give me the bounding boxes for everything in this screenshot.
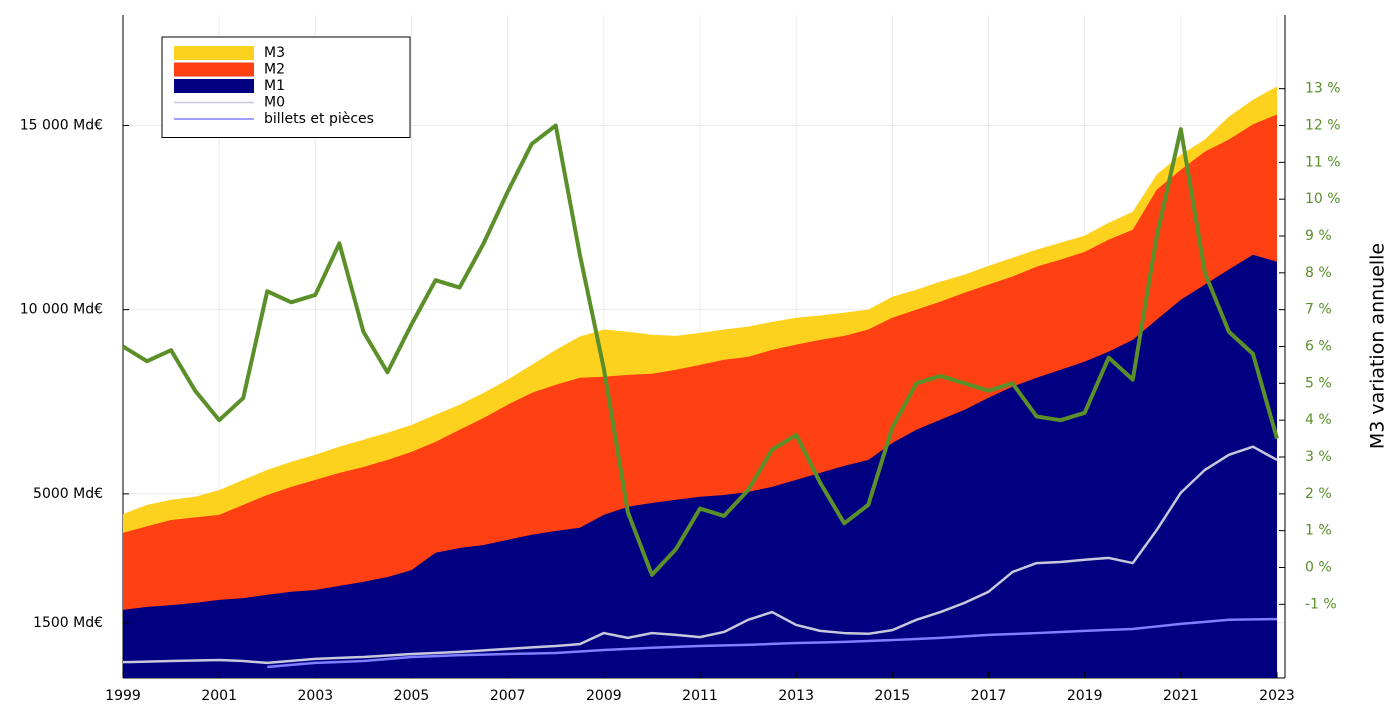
y2-axis-label: M3 variation annuelle <box>1367 243 1389 449</box>
line <box>267 617 1278 669</box>
y-tick-label: 15 000 Md€ <box>20 118 103 134</box>
y2-tick-label: 3 % <box>1305 449 1332 465</box>
legend-label: M1 <box>264 78 285 94</box>
legend-swatch <box>174 79 254 93</box>
line <box>122 445 1278 665</box>
legend-swatch <box>174 62 254 77</box>
x-tick-label: 2001 <box>201 688 237 704</box>
legend-label: billets et pièces <box>264 111 374 127</box>
x-tick-label: 1999 <box>105 688 141 704</box>
legend-label: M3 <box>264 45 285 61</box>
y-tick-label: 10 000 Md€ <box>20 302 103 318</box>
y-tick-label: 5000 Md€ <box>33 486 103 502</box>
x-tick-label: 2013 <box>778 688 814 704</box>
y2-tick-label: 2 % <box>1305 486 1332 502</box>
legend-label: M2 <box>264 62 285 78</box>
area-layer <box>123 86 1277 678</box>
y2-tick-label: 13 % <box>1305 81 1341 97</box>
y2-tick-label: 7 % <box>1305 302 1332 318</box>
x-tick-label: 2019 <box>1067 688 1103 704</box>
y2-tick-label: 4 % <box>1305 412 1332 428</box>
y2-tick-label: -1 % <box>1305 596 1337 612</box>
y2-tick-label: 9 % <box>1305 228 1332 244</box>
y2-tick-label: 8 % <box>1305 265 1332 281</box>
x-tick-label: 2009 <box>586 688 622 704</box>
y2-tick-label: 6 % <box>1305 339 1332 355</box>
legend-label: M0 <box>264 95 285 111</box>
x-tick-label: 2017 <box>971 688 1007 704</box>
x-tick-label: 2021 <box>1163 688 1199 704</box>
x-tick-label: 2005 <box>394 688 430 704</box>
y2-tick-label: 11 % <box>1305 154 1341 170</box>
y2-tick-label: 1 % <box>1305 523 1332 539</box>
x-tick-label: 2007 <box>490 688 526 704</box>
legend-swatch <box>174 46 254 60</box>
line <box>121 123 1279 577</box>
x-tick-label: 2011 <box>682 688 718 704</box>
y2-tick-label: 10 % <box>1305 191 1341 207</box>
x-tick-label: 2023 <box>1259 688 1295 704</box>
x-tick-label: 2003 <box>298 688 334 704</box>
y-tick-label: 1500 Md€ <box>33 615 103 631</box>
y2-tick-label: 0 % <box>1305 560 1332 576</box>
y2-tick-label: 12 % <box>1305 118 1341 134</box>
line-layer <box>121 123 1279 669</box>
area <box>123 254 1277 678</box>
axis-layer: 1999 2001 2003 2005 2007 2009 2011 2013 2015 2017… <box>20 81 1341 704</box>
x-tick-label: 2015 <box>875 688 911 704</box>
y2-tick-label: 5 % <box>1305 375 1332 391</box>
